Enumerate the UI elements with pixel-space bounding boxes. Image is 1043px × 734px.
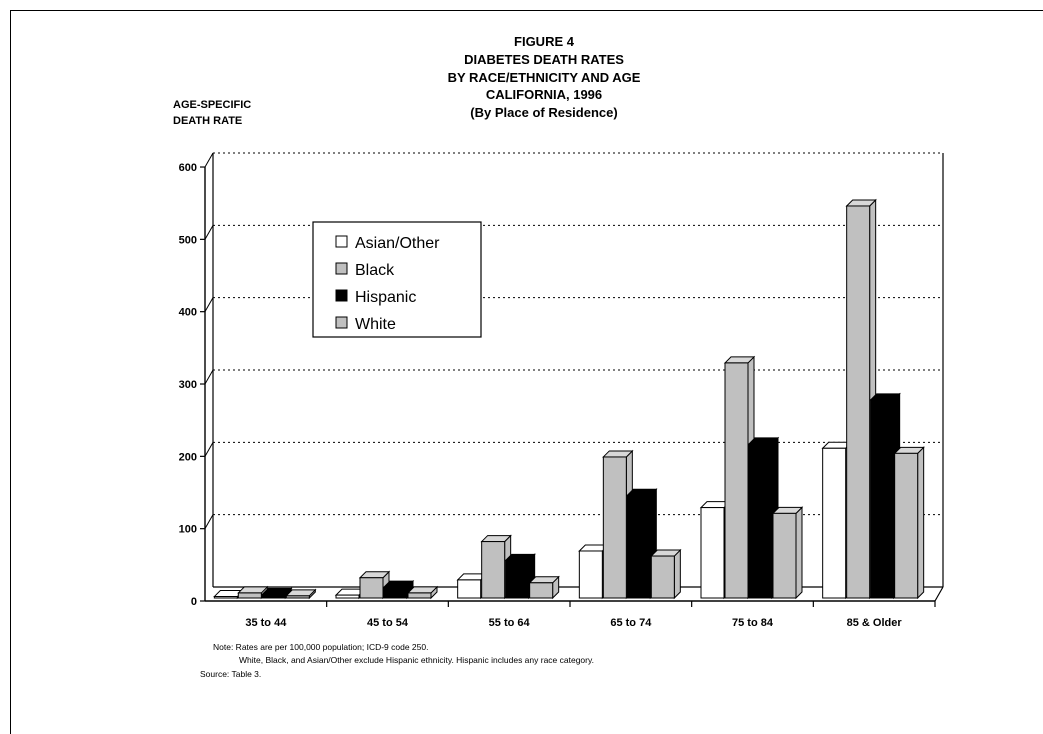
legend-item-black: Black xyxy=(335,262,395,279)
legend-item-asian-other: Asian/Other xyxy=(335,235,440,252)
bar-front xyxy=(261,593,286,599)
bar-front xyxy=(894,452,919,599)
y-tick-label: 300 xyxy=(179,379,197,391)
note-line-1: Note: Rates are per 100,000 population; … xyxy=(213,642,428,652)
bar-white-0 xyxy=(285,588,317,600)
y-tick-label: 200 xyxy=(179,451,197,463)
bar-side xyxy=(795,506,803,600)
bar-hispanic-2 xyxy=(504,553,536,600)
y-axis-label: AGE-SPECIFIC DEATH RATE xyxy=(173,99,251,127)
y-tick-label: 0 xyxy=(191,596,197,608)
bar-front xyxy=(626,494,651,599)
notes: Note: Rates are per 100,000 population; … xyxy=(200,642,594,679)
gridline-slant xyxy=(204,225,214,240)
bar-front xyxy=(846,205,871,599)
bar-side xyxy=(673,548,681,600)
axis-labels: 0 100 200 300 400 500 600 35 to 44 45 to 54 55 to… xyxy=(179,162,903,629)
floor-right-edge xyxy=(934,586,944,602)
x-tick-label: 85 & Older xyxy=(847,617,903,629)
legend-swatch xyxy=(335,289,348,302)
bar-front xyxy=(529,582,554,599)
gridline-slant xyxy=(204,369,214,385)
legend-label: Hispanic xyxy=(355,289,416,306)
bar-white-1 xyxy=(406,585,439,600)
bar-front xyxy=(285,595,310,599)
y-tick-label: 500 xyxy=(179,234,197,246)
bar-front xyxy=(335,594,360,599)
gridline-slant xyxy=(204,152,214,168)
y-tick-label: 600 xyxy=(179,162,197,174)
gridline-slant xyxy=(204,297,214,312)
y-tick-label: 400 xyxy=(179,307,197,319)
bar-front xyxy=(213,596,238,599)
bar-white-5 xyxy=(893,446,925,600)
bar-front xyxy=(359,577,384,599)
legend-swatch xyxy=(335,316,348,329)
axes xyxy=(200,153,944,607)
bar-white-4 xyxy=(771,506,804,600)
bar-front xyxy=(457,579,482,599)
source-line: Source: Table 3. xyxy=(200,669,261,679)
legend-item-hispanic: Hispanic xyxy=(335,289,416,306)
legend-swatch xyxy=(335,235,348,248)
legend-swatch xyxy=(335,262,348,275)
bar-front xyxy=(383,586,408,599)
legend-label: Black xyxy=(355,262,395,279)
bar-front xyxy=(772,512,797,599)
bar-white-2 xyxy=(528,575,560,600)
gridline-slant xyxy=(204,442,214,457)
title-line-1: FIGURE 4 xyxy=(514,34,575,49)
bar-front xyxy=(602,456,627,599)
gridline-slant xyxy=(204,514,214,529)
gridlines xyxy=(204,152,943,529)
bar-front xyxy=(505,559,530,599)
note-line-2: White, Black, and Asian/Other exclude Hi… xyxy=(239,655,594,665)
chart-title: FIGURE 4 DIABETES DEATH RATES BY RACE/ET… xyxy=(448,34,641,120)
bar-front xyxy=(237,592,262,599)
x-tick-label: 35 to 44 xyxy=(245,617,287,629)
y-tick-label: 100 xyxy=(179,524,197,536)
bar-front xyxy=(481,541,506,599)
bar-white-3 xyxy=(650,548,682,600)
y-axis-label-line-2: DEATH RATE xyxy=(173,115,242,127)
x-tick-label: 45 to 54 xyxy=(367,617,409,629)
legend-label: Asian/Other xyxy=(355,235,440,252)
bar-hispanic-0 xyxy=(261,587,293,600)
legend-item-white: White xyxy=(335,316,396,333)
bar-side xyxy=(917,446,925,600)
x-tick-label: 65 to 74 xyxy=(610,617,652,629)
bars xyxy=(213,198,925,600)
bar-front xyxy=(700,507,725,599)
bar-front xyxy=(870,399,895,599)
figure-frame xyxy=(10,10,1043,734)
bar-front xyxy=(650,555,675,599)
bar-front xyxy=(822,447,847,599)
bar-front xyxy=(724,362,749,599)
title-line-2: DIABETES DEATH RATES xyxy=(464,52,624,67)
bar-front xyxy=(748,443,773,599)
title-line-3: BY RACE/ETHNICITY AND AGE xyxy=(448,70,641,85)
y-axis-label-line-1: AGE-SPECIFIC xyxy=(173,99,251,111)
bar-front xyxy=(407,592,432,599)
title-line-4: CALIFORNIA, 1996 xyxy=(486,87,602,102)
legend-label: White xyxy=(355,316,396,333)
x-tick-label: 75 to 84 xyxy=(732,617,774,629)
x-tick-label: 55 to 64 xyxy=(489,617,531,629)
title-line-5: (By Place of Residence) xyxy=(470,105,617,120)
legend: Asian/Other Black Hispanic White xyxy=(312,221,482,338)
bar-front xyxy=(578,550,603,599)
